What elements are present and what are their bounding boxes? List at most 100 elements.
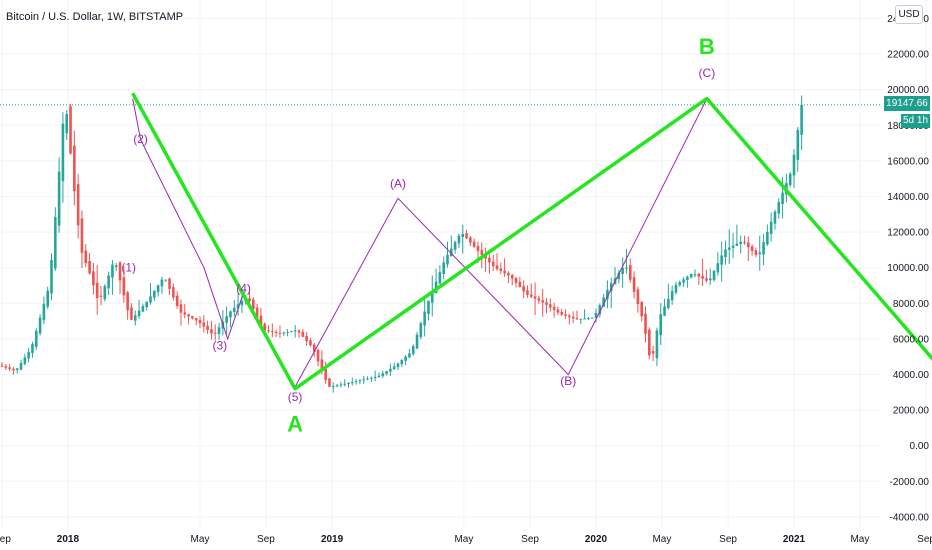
candle-body [95, 282, 99, 299]
candle-body [488, 257, 491, 263]
candle-body [12, 368, 15, 371]
last-price-tag: 19147.66 [884, 96, 930, 111]
y-tick-label: 16000.00 [887, 156, 929, 167]
y-tick-label: 2000.00 [893, 406, 930, 417]
candle-body [141, 306, 145, 312]
candle-body [469, 237, 472, 243]
y-tick-label: 14000.00 [887, 192, 929, 203]
candle-body [682, 279, 685, 283]
candle-body [183, 312, 187, 315]
candle-body [625, 267, 628, 269]
candle-body [42, 304, 46, 321]
candle-body [522, 286, 525, 292]
wave-label-minor: (A) [390, 177, 406, 191]
candle-body [579, 318, 583, 320]
wave-label-minor: (2) [133, 132, 148, 146]
candle-body [164, 280, 168, 282]
candle-body [76, 184, 80, 226]
currency-button[interactable]: USD [895, 5, 923, 24]
candle-body [686, 276, 689, 280]
candle-body [99, 295, 103, 297]
candle-body [507, 272, 510, 276]
candle-body [252, 299, 255, 310]
candle-body [617, 272, 621, 280]
candle-body [172, 287, 175, 298]
candle-body [263, 323, 267, 331]
x-tick-label: May [850, 534, 869, 545]
candle-body [179, 304, 183, 313]
candle-body [202, 322, 206, 327]
bar-countdown-tag: 5d 1h [901, 114, 930, 128]
candle-body [663, 306, 666, 316]
x-tick-label: 2019 [321, 534, 344, 545]
candle-body [351, 382, 354, 384]
y-tick-label: 6000.00 [893, 334, 930, 345]
candle-body [324, 368, 327, 381]
candle-body [175, 295, 179, 307]
candle-body [381, 373, 385, 377]
candle-body [248, 298, 251, 302]
candle-body [430, 291, 434, 303]
candle-body [754, 250, 758, 255]
candle-body [461, 233, 465, 237]
candle-body [255, 307, 259, 318]
x-tick-label: Sep [521, 534, 539, 545]
candle-body [373, 376, 377, 378]
candle-body [594, 312, 598, 318]
x-tick-label: 2018 [57, 534, 80, 545]
candle-body [312, 344, 316, 352]
candle-body [69, 106, 72, 154]
x-tick-label: 2020 [585, 534, 608, 545]
candle-body [640, 301, 643, 317]
grid [0, 0, 927, 528]
candle-body [716, 263, 720, 273]
candle-body [609, 283, 613, 292]
candle-body [236, 304, 240, 309]
candle-body [290, 331, 293, 333]
candle-body [19, 362, 23, 370]
x-tick-label: 2021 [783, 534, 806, 545]
chart-title: Bitcoin / U.S. Dollar, 1W, BITSTAMP [6, 11, 184, 23]
candle-body [769, 221, 773, 235]
candle-body [267, 330, 270, 332]
candle-body [472, 241, 476, 247]
candle-body [339, 384, 343, 386]
candle-body [541, 300, 544, 303]
candle-body [404, 356, 407, 361]
candle-body [495, 265, 499, 269]
candle-body [476, 245, 480, 251]
wave-label-minor: (5) [288, 390, 303, 404]
candle-body [423, 311, 426, 326]
candle-body [766, 231, 769, 245]
candle-body [621, 267, 624, 274]
candle-body [491, 261, 495, 267]
candle-body [411, 346, 415, 354]
candle-body [514, 277, 518, 283]
candle-body [84, 250, 88, 264]
candle-body [670, 291, 674, 301]
time-axis[interactable]: Sep 2018 May Sep 2019 May Sep 2020 May Sep 2021 May… [0, 534, 932, 545]
candle-body [796, 129, 800, 160]
candle-body [194, 318, 198, 321]
y-tick-label: 12000.00 [887, 228, 929, 239]
candle-body [335, 385, 339, 387]
price-axis[interactable]: 24000.0022000.0020000.0018000.0016000.00… [887, 14, 929, 523]
candle-body [156, 285, 160, 292]
candle-body [4, 366, 8, 368]
y-tick-label: 10000.00 [887, 263, 929, 274]
candle-body [708, 278, 712, 281]
candle-body [297, 330, 301, 333]
candle-body [80, 218, 84, 253]
candle-body [583, 318, 586, 320]
candle-body [118, 262, 122, 281]
candle-body [23, 357, 27, 365]
candle-body [644, 313, 647, 334]
candle-body [111, 264, 114, 278]
candle-body [727, 247, 731, 250]
candle-body [187, 314, 190, 317]
wave-label-major: B [699, 34, 715, 59]
candle-body [145, 301, 148, 308]
candle-body [556, 309, 560, 313]
candle-body [575, 318, 579, 320]
